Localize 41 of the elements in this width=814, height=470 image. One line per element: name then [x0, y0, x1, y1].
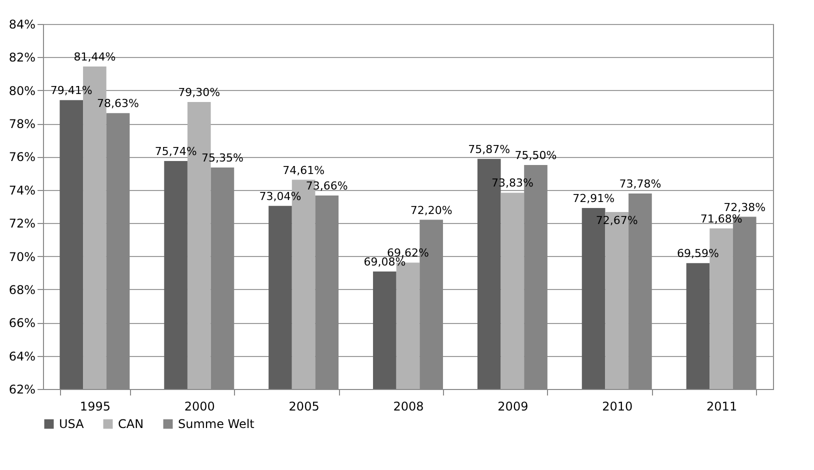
- y-tick-label: 74%: [8, 183, 36, 198]
- y-tick-label: 82%: [8, 50, 36, 65]
- data-label: 78,63%: [97, 97, 139, 110]
- data-label: 71,68%: [700, 212, 742, 226]
- data-label: 73,66%: [306, 180, 348, 193]
- y-tick-label: 84%: [8, 18, 36, 32]
- y-tick-label: 80%: [8, 84, 36, 98]
- x-tick-label: 2011: [706, 400, 738, 414]
- data-label: 73,04%: [259, 190, 302, 203]
- data-label: 73,78%: [619, 178, 662, 191]
- x-tick-label: 2009: [498, 400, 528, 414]
- legend-label: CAN: [118, 417, 144, 431]
- data-label: 75,87%: [468, 142, 510, 156]
- y-tick-label: 76%: [8, 150, 36, 164]
- data-label: 75,35%: [201, 152, 244, 165]
- data-label: 81,44%: [74, 50, 116, 64]
- data-label: 69,08%: [364, 256, 406, 269]
- data-label: 75,50%: [514, 149, 557, 162]
- y-tick-label: 66%: [8, 316, 36, 330]
- x-tick-label: 2008: [393, 400, 424, 414]
- data-label: 79,41%: [50, 84, 92, 98]
- data-label: 72,38%: [724, 200, 766, 214]
- x-tick-label: 1995: [80, 400, 110, 414]
- data-label: 72,20%: [410, 204, 452, 217]
- y-tick-label: 78%: [8, 117, 36, 132]
- data-label: 75,74%: [154, 145, 197, 158]
- x-tick-label: 2010: [602, 400, 633, 414]
- data-label: 79,30%: [178, 86, 220, 99]
- data-label: 72,67%: [596, 214, 638, 227]
- data-label: 72,91%: [572, 192, 615, 205]
- legend-label: USA: [59, 417, 85, 431]
- x-tick-label: 2005: [288, 400, 320, 414]
- data-label: 69,59%: [677, 247, 719, 260]
- y-tick-label: 62%: [8, 382, 36, 396]
- y-tick-label: 64%: [8, 349, 36, 364]
- x-tick-label: 2000: [184, 400, 215, 414]
- legend-label: Summe Welt: [178, 417, 255, 431]
- data-label: 74,61%: [282, 164, 325, 177]
- y-tick-label: 72%: [8, 216, 36, 231]
- y-tick-label: 70%: [8, 250, 36, 264]
- y-tick-label: 68%: [8, 282, 36, 297]
